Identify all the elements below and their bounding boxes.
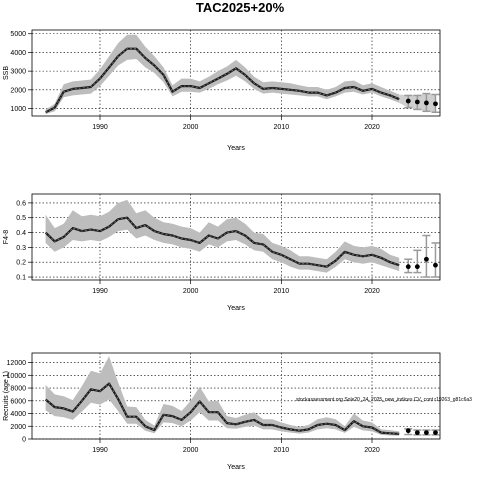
confidence-band	[45, 356, 400, 436]
y-tick-label: 4000	[10, 411, 26, 418]
estimate-line-dash	[45, 217, 400, 268]
panel-fishing-mortality: 1990 2000 2010 2020 0.1 0.2 0.3 0.4 0.5 0.6 Years F…	[3, 193, 441, 312]
y-tick-label: 0.6	[16, 200, 26, 207]
forecast-point	[433, 262, 438, 268]
x-axis-label: Years	[227, 305, 245, 312]
x-tick-label: 2010	[274, 124, 290, 131]
y-tick-label: 0.4	[16, 230, 26, 237]
estimate-line-dash	[45, 48, 400, 113]
x-axis-label: Years	[227, 464, 245, 471]
estimate-line-dash	[45, 382, 400, 435]
x-tick-label: 1990	[92, 447, 108, 454]
y-axis-label: Recruits (age 1)	[3, 371, 10, 421]
y-tick-label: 8000	[10, 386, 26, 393]
panel-recruitment: 1990 2000 2010 2020 0 2000 4000 6000 8000 10000 12…	[3, 352, 441, 471]
y-axis-label: F4-8	[3, 230, 10, 245]
y-tick-label: 0.5	[16, 215, 26, 222]
x-tick-label: 2010	[274, 447, 290, 454]
y-tick-label: 3000	[10, 69, 26, 76]
forecast-point	[424, 100, 429, 106]
y-tick-label: 2000	[10, 87, 26, 94]
forecast-point	[414, 99, 420, 105]
y-axis-label: SSB	[3, 66, 10, 80]
x-tick-label: 2020	[364, 288, 380, 295]
y-tick-label: 2000	[10, 424, 26, 431]
forecast-point	[433, 430, 438, 436]
y-tick-label: 12000	[7, 360, 27, 367]
plot-frame	[31, 193, 441, 281]
x-tick-label: 2020	[364, 124, 380, 131]
y-tick-label: 5000	[10, 31, 26, 38]
plot-frame	[31, 29, 441, 117]
y-tick-label: 10000	[7, 373, 27, 380]
x-tick-label: 2000	[183, 447, 199, 454]
panel-ssb: 1990 2000 2010 2020 1000 2000 3000 4000 5000 Year…	[3, 29, 441, 152]
y-tick-label: 0	[22, 437, 26, 444]
y-tick-label: 6000	[10, 398, 26, 405]
x-tick-label: 2020	[364, 447, 380, 454]
forecast-point	[433, 101, 438, 107]
forecast-point	[424, 256, 429, 262]
x-tick-label: 2000	[183, 124, 199, 131]
figure-title: TAC2025+20%	[196, 0, 285, 15]
forecast-point	[405, 264, 411, 270]
x-tick-label: 2010	[274, 288, 290, 295]
forecast-point	[405, 98, 411, 104]
x-tick-label: 1990	[92, 288, 108, 295]
y-tick-label: 0.2	[16, 260, 26, 267]
y-tick-label: 4000	[10, 50, 26, 57]
figure-annotation: stockassessment.org Sole20_24_2025_new_i…	[296, 397, 472, 403]
y-tick-label: 0.1	[16, 275, 26, 282]
forecast-point	[414, 430, 420, 436]
confidence-band	[45, 34, 400, 115]
x-tick-label: 1990	[92, 124, 108, 131]
x-axis-label: Years	[227, 145, 245, 152]
plot-frame	[31, 352, 441, 440]
forecast-point	[414, 264, 420, 270]
y-tick-label: 0.3	[16, 245, 26, 252]
x-tick-label: 2000	[183, 288, 199, 295]
forecast-point	[424, 430, 429, 436]
forecast-point	[405, 428, 411, 434]
y-tick-label: 1000	[10, 106, 26, 113]
